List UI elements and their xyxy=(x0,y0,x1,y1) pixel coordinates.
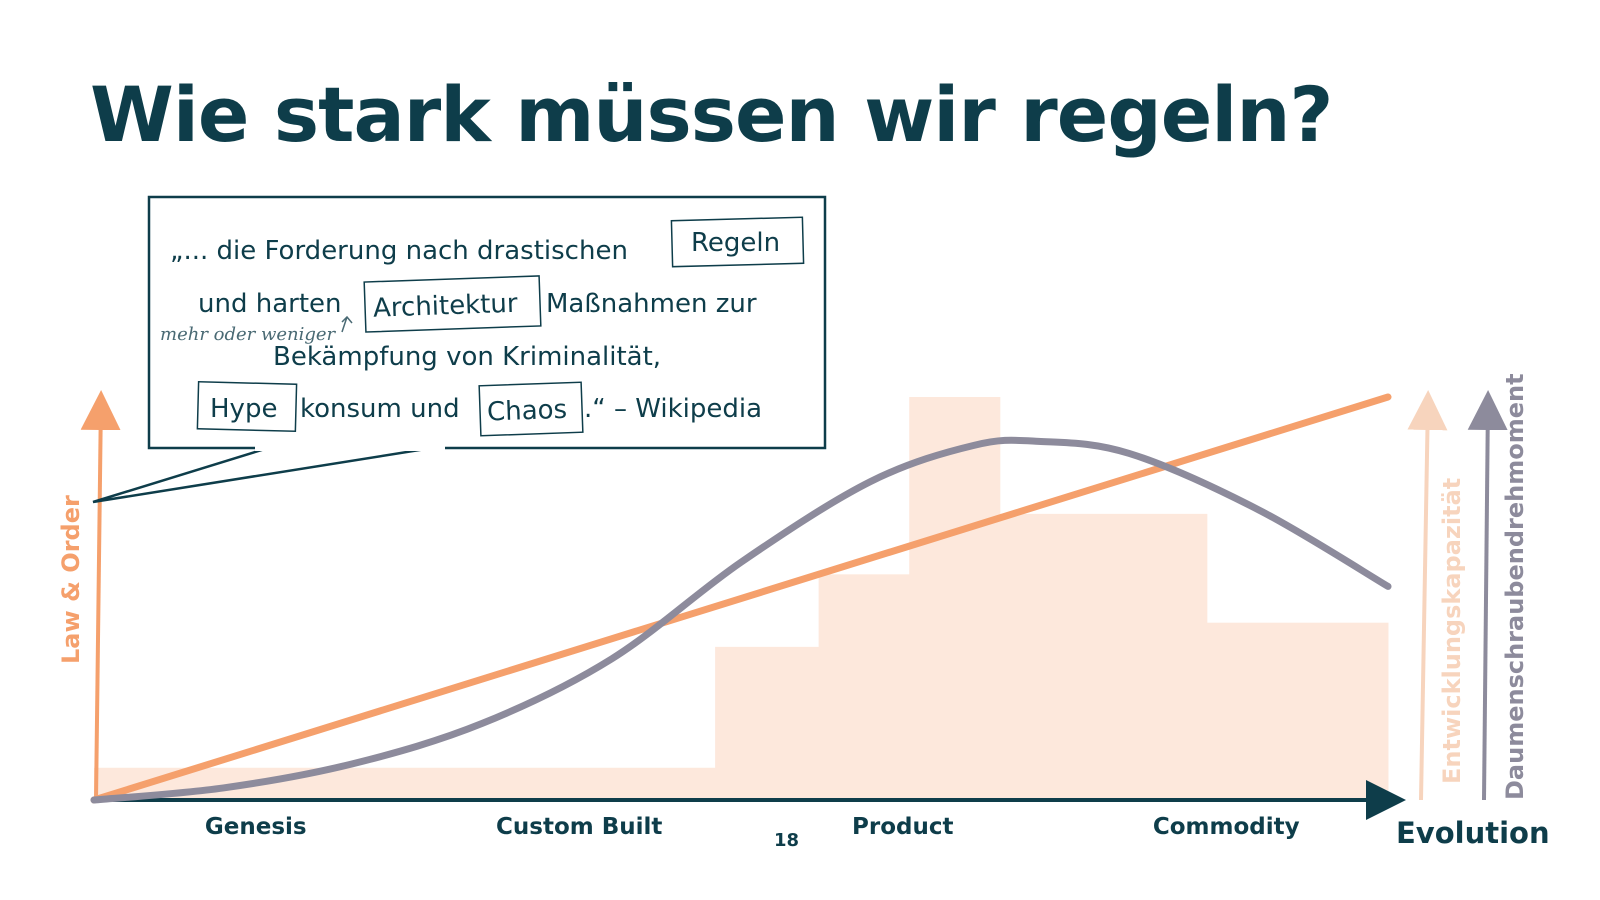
quote-line-2a: und harten xyxy=(198,289,342,319)
word-hype: Hype xyxy=(210,394,277,424)
word-architektur: Architektur xyxy=(373,289,519,324)
capacity-step-1 xyxy=(94,767,716,800)
quote-line-1: „... die Forderung nach drastischen xyxy=(170,236,628,266)
slide-title: Wie stark müssen wir regeln? xyxy=(90,70,1334,159)
x-tick-genesis: Genesis xyxy=(205,814,307,840)
word-chaos: Chaos xyxy=(487,395,568,428)
capacity-step-4 xyxy=(909,397,1001,800)
quote-line-2b: Maßnahmen zur xyxy=(546,289,757,319)
quote-bubble: „... die Forderung nach drastischen Rege… xyxy=(92,195,827,504)
x-tick-product: Product xyxy=(852,814,953,840)
bubble-box xyxy=(147,195,827,450)
capacity-step-5 xyxy=(999,513,1208,800)
x-axis-label: Evolution xyxy=(1396,816,1550,850)
quote-line-4a: konsum und xyxy=(300,394,460,424)
annotation-arrow xyxy=(341,315,353,333)
word-box-hype xyxy=(196,380,298,433)
word-box-regeln xyxy=(670,216,805,268)
y-axis-daumenschraube xyxy=(1467,390,1508,801)
bubble-tail xyxy=(92,446,433,504)
y-axis-development-capacity xyxy=(1407,390,1448,801)
y-axis-label-daumenschraube: Daumenschraubendrehmoment xyxy=(1501,373,1529,800)
law-order-line xyxy=(90,393,1392,804)
y-axis-label-law-order: Law & Order xyxy=(57,495,85,664)
word-box-chaos xyxy=(478,381,584,437)
y-axis-law-order xyxy=(80,390,121,801)
x-tick-custom-built: Custom Built xyxy=(496,814,662,840)
quote-line-4b: .“ – Wikipedia xyxy=(584,394,762,424)
daumenschraube-curve xyxy=(90,436,1392,804)
y-axis-label-development-capacity: Entwicklungskapazität xyxy=(1438,478,1466,784)
development-capacity-steps xyxy=(94,397,1389,800)
capacity-step-3 xyxy=(818,574,910,800)
x-tick-labels: Genesis Custom Built Product Commodity xyxy=(205,814,1300,840)
word-box-architektur xyxy=(363,275,542,333)
capacity-step-2 xyxy=(715,646,820,800)
x-tick-commodity: Commodity xyxy=(1153,814,1300,840)
page-number: 18 xyxy=(774,830,799,851)
word-regeln: Regeln xyxy=(691,228,780,258)
quote-line-3: Bekämpfung von Kriminalität, xyxy=(273,342,661,372)
capacity-step-6 xyxy=(1206,622,1389,800)
handwritten-annotation: mehr oder weniger xyxy=(160,324,337,345)
